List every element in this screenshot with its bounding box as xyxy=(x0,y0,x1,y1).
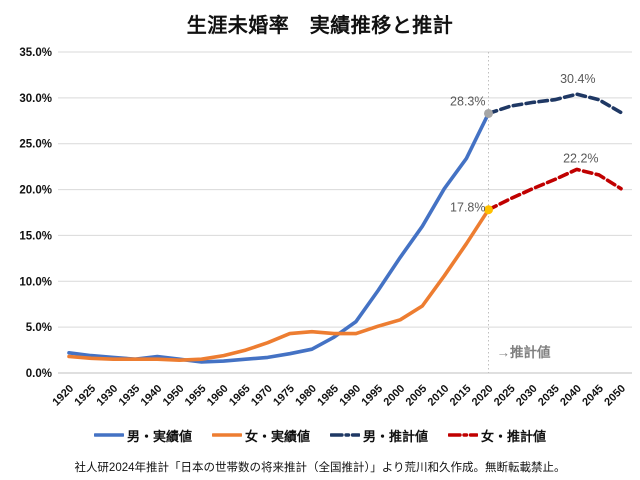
x-axis-tick-label: 1920 xyxy=(50,383,76,409)
data-label: 22.2% xyxy=(563,151,598,165)
y-axis-tick-label: 15.0% xyxy=(19,230,52,242)
x-axis-tick-label: 1965 xyxy=(227,383,253,409)
legend-label-female-projection: 女・推計値 xyxy=(481,428,547,444)
x-axis-tick-label: 2020 xyxy=(470,383,496,409)
x-axis-tick-label: 1950 xyxy=(161,383,187,409)
page-title: 生涯未婚率 実績推移と推計 xyxy=(186,15,454,37)
x-axis-tick-label: 2050 xyxy=(602,383,628,409)
x-axis-tick-label: 2035 xyxy=(536,383,562,409)
x-axis-tick-label: 1980 xyxy=(293,383,319,409)
marker-male-2020 xyxy=(484,108,493,118)
male-actual-line-icon xyxy=(93,433,124,437)
legend-item-female-actual: 女・実績値 xyxy=(211,426,310,445)
x-axis-tick-label: 1930 xyxy=(95,383,121,409)
legend-label-male-projection: 男・推計値 xyxy=(363,428,429,444)
female-actual-line-icon xyxy=(211,433,242,437)
male-projection-dashed-line-icon xyxy=(330,433,360,437)
x-axis-tick-label: 1970 xyxy=(249,383,275,409)
x-axis-tick-label: 2030 xyxy=(514,383,540,409)
x-axis-tick-label: 1995 xyxy=(359,383,385,409)
x-axis-tick-label: 1960 xyxy=(205,383,231,409)
female-projection-dashed-line-icon xyxy=(448,433,479,437)
x-axis-tick-label: 1940 xyxy=(139,383,165,409)
x-axis-tick-label: 2000 xyxy=(382,383,408,409)
x-axis-tick-label: 2040 xyxy=(558,383,584,409)
x-axis-tick-label: 1985 xyxy=(315,383,341,409)
series-line-female-actual xyxy=(67,207,491,363)
legend-item-male-actual: 男・実績値 xyxy=(93,426,192,445)
series-line-female-projection xyxy=(486,167,623,212)
marker-female-2020 xyxy=(484,205,493,215)
y-axis-tick-label: 0.0% xyxy=(26,368,52,380)
y-axis-tick-label: 5.0% xyxy=(26,322,52,334)
y-axis-tick-label: 35.0% xyxy=(19,47,52,59)
x-axis-tick-label: 1975 xyxy=(271,383,297,409)
x-axis-tick-label: 1925 xyxy=(72,383,98,409)
data-label: 17.8% xyxy=(450,201,485,215)
x-axis-tick-label: 2010 xyxy=(426,383,452,409)
data-label: 30.4% xyxy=(560,72,595,86)
x-axis-tick-label: 1990 xyxy=(337,383,363,409)
x-axis-tick-label: 1935 xyxy=(117,383,143,409)
legend-item-male-projection: 男・推計値 xyxy=(330,426,428,445)
x-axis-tick-label: 2045 xyxy=(580,383,606,409)
attribution-text: 社人研2024年推計「日本の世帯数の将来推計（全国推計）」より荒川和久作成。無断… xyxy=(74,462,566,474)
x-axis-tick-label: 2005 xyxy=(404,383,430,409)
projection-note: →推計値 xyxy=(497,344,551,360)
y-axis-tick-label: 20.0% xyxy=(19,185,52,197)
chart-legend: 男・実績値 女・実績値 男・推計値 女・推計値 xyxy=(0,423,640,447)
series-line-male-actual xyxy=(67,111,491,364)
data-label: 28.3% xyxy=(450,94,485,108)
legend-item-female-projection: 女・推計値 xyxy=(448,426,546,445)
x-axis-tick-label: 1955 xyxy=(183,383,209,409)
legend-label-female-actual: 女・実績値 xyxy=(244,428,310,444)
y-axis-tick-label: 30.0% xyxy=(19,93,52,105)
y-axis-tick-label: 25.0% xyxy=(19,139,52,151)
legend-label-male-actual: 男・実績値 xyxy=(126,428,192,444)
series-line-male-projection xyxy=(486,92,623,116)
x-axis-tick-label: 2025 xyxy=(492,383,518,409)
y-axis-tick-label: 10.0% xyxy=(19,276,52,288)
x-axis-tick-label: 2015 xyxy=(448,383,474,409)
